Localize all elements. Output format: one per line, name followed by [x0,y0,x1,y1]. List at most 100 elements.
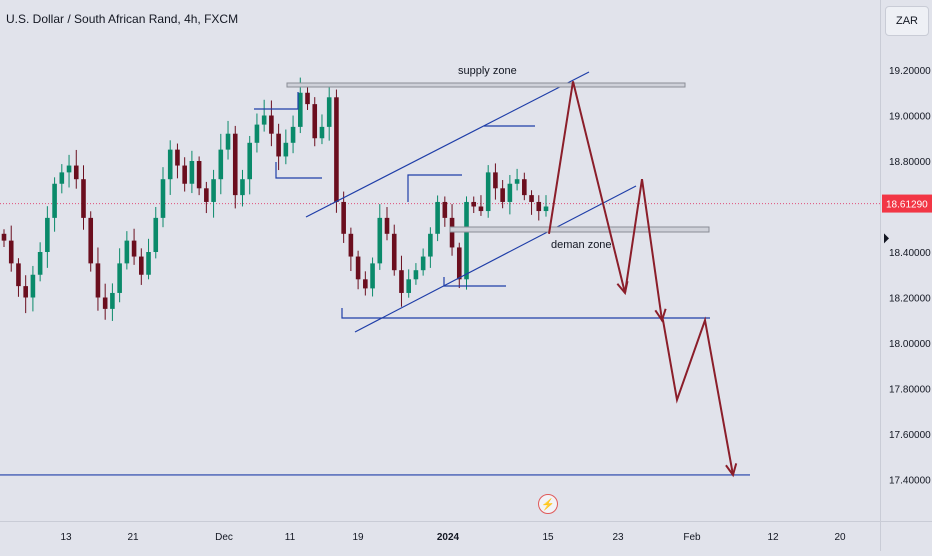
level-segment [254,92,299,110]
candle-body [189,161,195,184]
candle-body [211,179,216,202]
demand-zone-rect [449,226,710,233]
time-axis[interactable]: 13 21 Dec 11 19 2024 15 23 Feb 12 20 [0,521,880,551]
candle-body [334,97,339,202]
currency-selector[interactable]: ZAR [885,6,929,36]
x-tick-label: Feb [683,532,701,543]
x-tick-label: 15 [542,532,554,543]
y-tick-label: 17.80000 [889,385,931,396]
supply-zone-label: supply zone [458,65,517,77]
candle-body [1,233,7,241]
level-segment [275,162,322,179]
candle-body [471,201,477,207]
current-price-badge [882,194,932,213]
candle-body [45,217,50,252]
y-tick-label: 17.40000 [889,476,931,487]
candle-body [319,126,325,139]
candle-body [305,92,310,105]
candle-body [124,240,130,264]
candle-body [341,201,346,234]
demand-zone-label: deman zone [551,239,612,251]
candle-body [218,149,224,180]
candle-body [247,142,253,180]
candle-body [413,270,419,280]
candle-body [23,286,28,298]
candle-body [377,217,383,264]
candle-body [182,165,187,184]
candle-body [30,274,36,298]
channel-lower-line [354,185,637,333]
candle-body [500,188,505,202]
price-axis[interactable]: 19.2000019.0000018.8000018.6000018.40000… [880,0,932,521]
y-tick-label: 18.40000 [889,248,931,259]
candle-body [52,183,57,218]
candle-body [232,133,238,196]
candle-body [88,217,94,264]
candle-body [66,165,72,173]
candle-body [160,179,166,218]
candle-body [153,217,159,252]
x-tick-label: 12 [767,532,779,543]
y-tick-label: 18.20000 [889,294,931,305]
candle-body [493,172,498,189]
chart-area[interactable]: supply zone deman zone [0,0,880,521]
arrowhead-icon [654,308,667,323]
candle-body [110,292,115,309]
candle-body [225,133,231,150]
candle-body [37,252,43,275]
candle-body [391,233,397,271]
candle-body [370,263,375,289]
x-tick-label: 11 [285,532,296,543]
candle-body [269,115,274,134]
projection-path [548,81,734,476]
candle-body [146,252,151,275]
candle-body [478,206,484,212]
candle-body [254,124,260,143]
lightning-icon[interactable]: ⚡ [538,494,558,514]
candle-body [196,161,202,189]
candle-body [283,142,289,157]
candle-body [73,165,79,180]
channel-upper-line [305,71,590,218]
y-tick-label: 18.00000 [889,339,931,350]
candle-body [456,247,462,280]
candle-body [514,179,520,184]
candle-body [326,97,332,127]
x-tick-label: 19 [352,532,364,543]
chart-title: U.S. Dollar / South African Rand, 4h, FX… [6,12,239,26]
candle-body [399,270,404,293]
x-tick-label: 20 [834,532,846,543]
arrowhead-icon [616,281,629,296]
supply-zone-rect [286,82,686,88]
candle-body [240,179,245,196]
level-segment [407,174,462,202]
candle-body [406,279,411,293]
candle-body [442,201,448,218]
candle-body [59,172,65,184]
candle-body [8,240,14,264]
candle-body [363,279,368,289]
candle-body [131,240,137,257]
support-line [341,308,710,319]
candle-body [167,149,173,180]
x-tick-label: 2024 [437,532,460,543]
candle-body [261,115,267,125]
candle-body [543,206,549,212]
scroll-arrow-icon [884,233,889,244]
candle-body [464,201,469,280]
x-tick-label: 13 [60,532,72,543]
price-chart[interactable]: supply zone deman zone [0,0,880,521]
candle-body [297,92,303,127]
candle-body [435,201,440,234]
y-tick-label: 17.60000 [889,430,931,441]
candle-body [117,263,122,293]
y-tick-label: 19.20000 [889,66,931,77]
candle-body [276,133,281,157]
candle-body [312,104,318,139]
axis-corner [880,521,932,551]
x-tick-label: 23 [612,532,624,543]
candle-body [420,256,426,271]
candle-body [485,172,491,212]
candle-body [290,126,296,143]
candle-body [16,263,21,287]
